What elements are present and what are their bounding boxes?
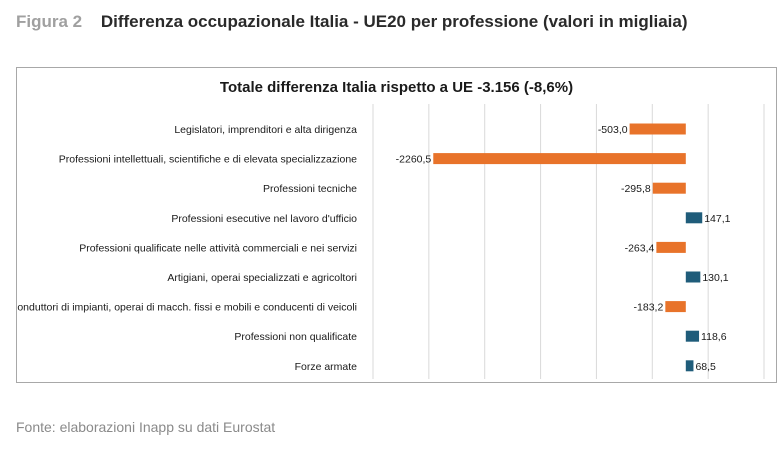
bar-negative xyxy=(433,153,686,165)
figure-title: Differenza occupazionale Italia - UE20 p… xyxy=(100,12,688,31)
bar-positive xyxy=(685,330,700,342)
category-label: Professioni esecutive nel lavoro d'uffic… xyxy=(171,213,357,225)
bar-negative xyxy=(652,182,686,194)
figure-number: Figura 2 xyxy=(16,12,83,31)
bar-positive xyxy=(685,271,701,283)
data-label: 118,6 xyxy=(701,331,727,343)
category-label: Forze armate xyxy=(295,361,358,373)
figure-header: Figura 2 Differenza occupazionale Italia… xyxy=(16,12,688,32)
chart-container: Totale differenza Italia rispetto a UE -… xyxy=(16,67,777,383)
category-label: Conduttori di impianti, operai di macch.… xyxy=(17,302,357,314)
data-label: 68,5 xyxy=(695,361,716,373)
data-label: 130,1 xyxy=(702,272,728,284)
source-note: Fonte: elaborazioni Inapp su dati Eurost… xyxy=(16,419,276,435)
data-label: -183,2 xyxy=(634,302,664,314)
bar-chart: Legislatori, imprenditori e alta dirigen… xyxy=(17,104,765,379)
data-label: -263,4 xyxy=(625,242,655,254)
data-label: -503,0 xyxy=(598,124,628,136)
bar-negative xyxy=(665,301,686,313)
category-label: Artigiani, operai specializzati e agrico… xyxy=(167,272,357,284)
data-label: 147,1 xyxy=(704,213,730,225)
category-label: Professioni tecniche xyxy=(263,183,357,195)
category-label: Professioni non qualificate xyxy=(234,331,357,343)
category-label: Professioni qualificate nelle attività c… xyxy=(79,242,357,254)
category-label: Legislatori, imprenditori e alta dirigen… xyxy=(174,124,357,136)
chart-title: Totale differenza Italia rispetto a UE -… xyxy=(219,79,574,96)
bar-negative xyxy=(656,241,686,253)
data-label: -295,8 xyxy=(621,183,651,195)
bar-negative xyxy=(629,123,686,135)
category-label: Professioni intellettuali, scientifiche … xyxy=(59,154,357,166)
bar-positive xyxy=(685,212,703,224)
data-label: -2260,5 xyxy=(396,154,432,166)
bar-positive xyxy=(685,360,694,372)
